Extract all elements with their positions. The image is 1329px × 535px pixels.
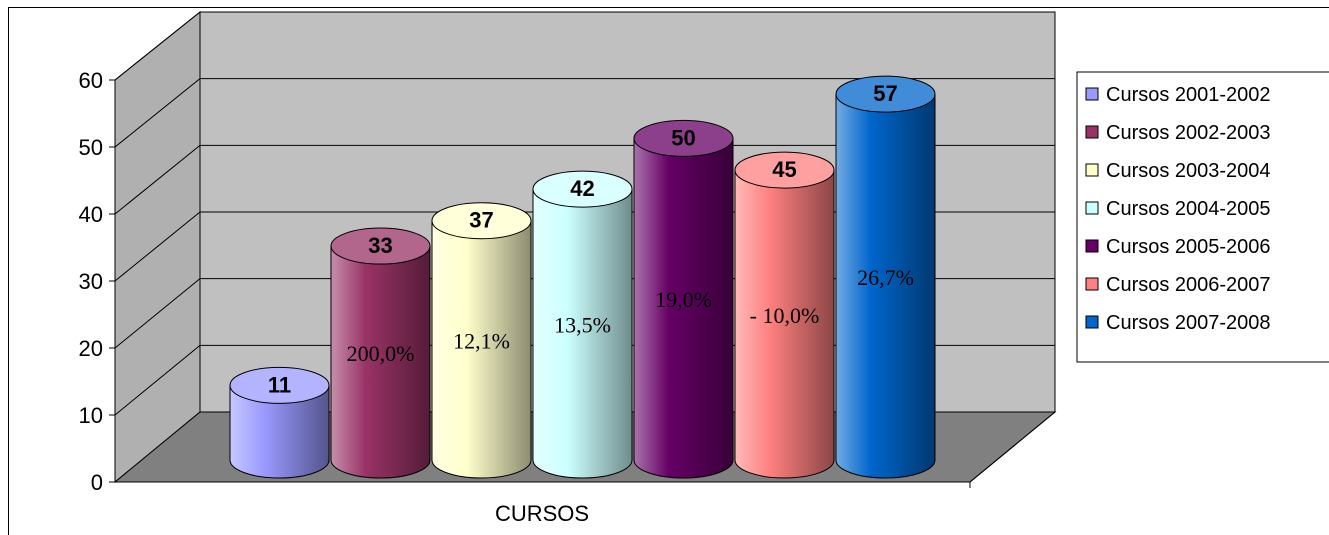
legend-label: Cursos 2005-2006 — [1106, 236, 1271, 258]
bar-cursos-2005-2006 — [633, 119, 734, 479]
cylinder-top — [633, 119, 734, 157]
cylinder-body — [532, 188, 633, 479]
value-label: 33 — [368, 233, 392, 258]
percent-label: 19,0% — [655, 287, 712, 312]
bar-cursos-2006-2007 — [734, 151, 835, 479]
value-label: 42 — [570, 176, 594, 201]
y-tick-label: 40 — [79, 202, 103, 227]
cylinder-top — [229, 366, 330, 404]
legend-label: Cursos 2004-2005 — [1106, 198, 1271, 220]
y-tick-label: 10 — [79, 403, 103, 428]
legend-swatch — [1085, 87, 1099, 101]
legend-swatch — [1085, 125, 1099, 139]
y-tick-label: 50 — [79, 135, 103, 160]
legend-label: Cursos 2002-2003 — [1106, 122, 1271, 144]
legend-swatch — [1085, 163, 1099, 177]
percent-label: 12,1% — [453, 328, 510, 353]
floor-edge — [969, 411, 1056, 483]
percent-label: 200,0% — [347, 341, 415, 366]
y-tick-label: 60 — [79, 68, 103, 93]
cylinder-top — [431, 202, 532, 240]
y-tick-label: 0 — [91, 470, 103, 495]
percent-label: 26,7% — [857, 265, 914, 290]
legend-label: Cursos 2003-2004 — [1106, 160, 1271, 182]
legend-swatch — [1085, 277, 1099, 291]
bar-cursos-2001-2002 — [229, 366, 330, 479]
cylinder-body — [431, 220, 532, 479]
bar-cursos-2007-2008 — [835, 75, 936, 479]
cylinder-body — [229, 384, 330, 479]
legend-swatch — [1085, 239, 1099, 253]
bar-cursos-2002-2003 — [330, 227, 431, 479]
x-axis-label: CURSOS — [495, 501, 589, 526]
gridline — [114, 144, 1055, 215]
legend-swatch — [1085, 315, 1099, 329]
percent-label: 13,5% — [554, 313, 611, 338]
legend-swatch — [1085, 201, 1099, 215]
legend-label: Cursos 2001-2002 — [1106, 84, 1271, 106]
value-label: 45 — [772, 157, 796, 182]
cylinder-top — [330, 227, 431, 265]
bar-cursos-2004-2005 — [532, 170, 633, 479]
legend-label: Cursos 2006-2007 — [1106, 274, 1271, 296]
gridline — [114, 78, 1055, 148]
value-label: 11 — [268, 372, 291, 397]
cylinder-top — [734, 151, 835, 189]
percent-label: - 10,0% — [750, 303, 820, 328]
y-tick-label: 20 — [79, 336, 103, 361]
bar-cursos-2003-2004 — [431, 202, 532, 479]
legend-label: Cursos 2007-2008 — [1106, 312, 1271, 334]
cylinder-body — [734, 169, 835, 479]
y-tick-label: 30 — [79, 269, 103, 294]
value-label: 37 — [469, 208, 493, 233]
legend-box — [1076, 71, 1329, 363]
cylinder-body — [330, 245, 431, 479]
cylinder-top — [835, 75, 936, 113]
gridline — [114, 11, 1055, 81]
cylinder-body — [633, 137, 734, 479]
value-label: 50 — [671, 125, 695, 150]
cylinder-body — [835, 93, 936, 479]
value-label: 57 — [873, 81, 897, 106]
cylinder-top — [532, 170, 633, 208]
